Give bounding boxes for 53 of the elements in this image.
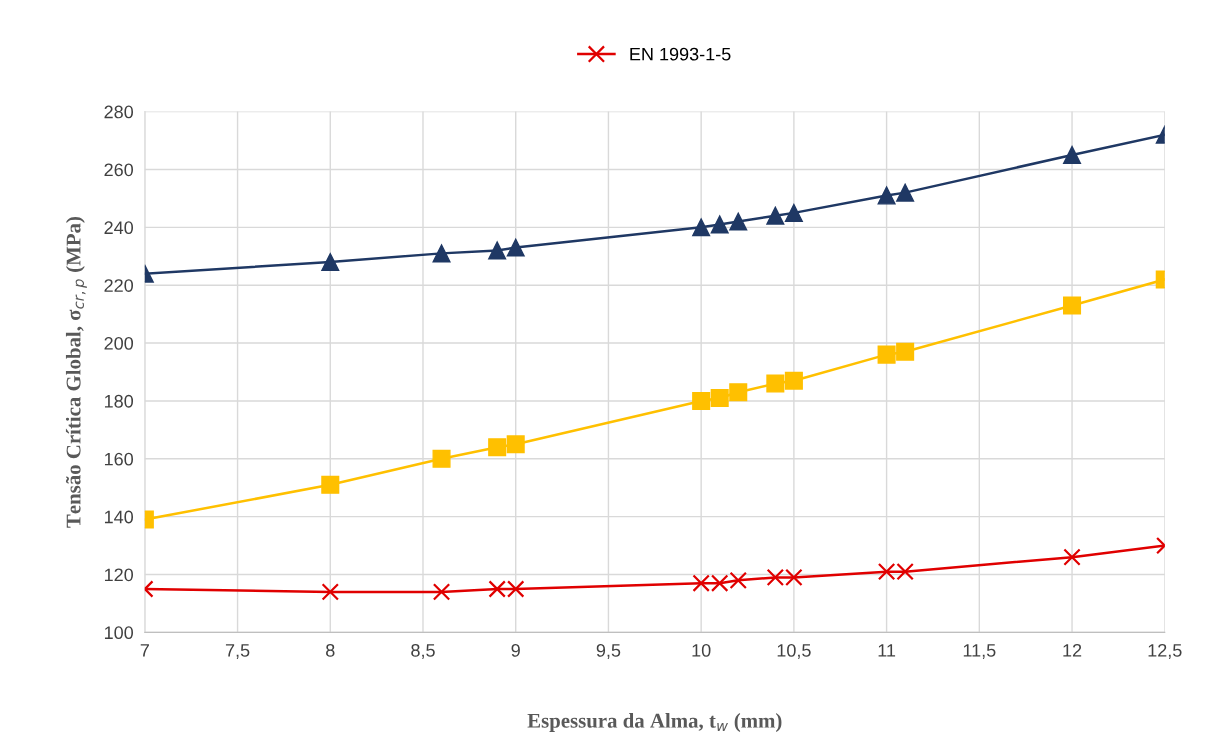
x-tick-label: 9,5 <box>596 643 621 659</box>
point <box>784 371 803 390</box>
y-tick-label: 200 <box>104 337 134 350</box>
point <box>488 438 507 457</box>
point <box>506 435 525 454</box>
x-axis-title: Espessura da Alma, t$_{w}$ (mm) <box>527 713 782 733</box>
y-tick-label: 180 <box>104 394 134 408</box>
x-tick-label: 10 <box>692 643 711 657</box>
point <box>321 583 340 601</box>
point <box>432 583 451 601</box>
x-tick-label: 10,5 <box>777 643 811 659</box>
y-tick-label: 260 <box>104 163 134 177</box>
point <box>1063 548 1081 566</box>
y-tick-label: 120 <box>104 568 134 582</box>
y-tick-label: 160 <box>104 452 134 466</box>
point <box>432 244 451 263</box>
y-tick-label: 140 <box>104 510 134 524</box>
x-tick-label: 8 <box>326 643 335 657</box>
point <box>729 383 748 402</box>
y-tick-label: 220 <box>104 279 134 292</box>
point <box>784 203 803 222</box>
x-tick-label: 11,5 <box>963 644 996 659</box>
point <box>710 389 729 408</box>
point <box>321 253 340 272</box>
point <box>1063 145 1082 165</box>
point <box>506 238 525 257</box>
x-tick-label: 7 <box>140 644 149 657</box>
point <box>896 342 915 361</box>
point <box>896 183 915 202</box>
point <box>766 374 785 393</box>
legend-label: EN 1993-1-5 <box>630 47 731 61</box>
point <box>710 215 729 234</box>
x-tick-label: 11 <box>878 644 896 657</box>
point <box>692 218 711 237</box>
point <box>432 449 451 468</box>
x-tick-label: 7,5 <box>225 644 250 659</box>
x-tick-label: 12 <box>1063 643 1082 657</box>
point <box>321 475 340 494</box>
point <box>877 186 896 205</box>
x-tick-label: 12,5 <box>1148 643 1182 659</box>
point <box>692 391 711 410</box>
point <box>488 241 507 260</box>
point <box>729 571 747 590</box>
y-tick-label: 280 <box>104 105 134 119</box>
point <box>766 206 785 225</box>
y-axis-title: Tensão Crítica Global, σ$_{cr,p}$ (MPa) <box>65 217 87 528</box>
point <box>877 345 896 364</box>
x-tick-label: 9 <box>511 643 520 657</box>
y-tick-label: 100 <box>104 626 134 640</box>
point <box>729 212 748 231</box>
y-tick-label: 240 <box>104 221 134 235</box>
point <box>1063 296 1082 315</box>
x-tick-label: 8,5 <box>411 643 435 659</box>
